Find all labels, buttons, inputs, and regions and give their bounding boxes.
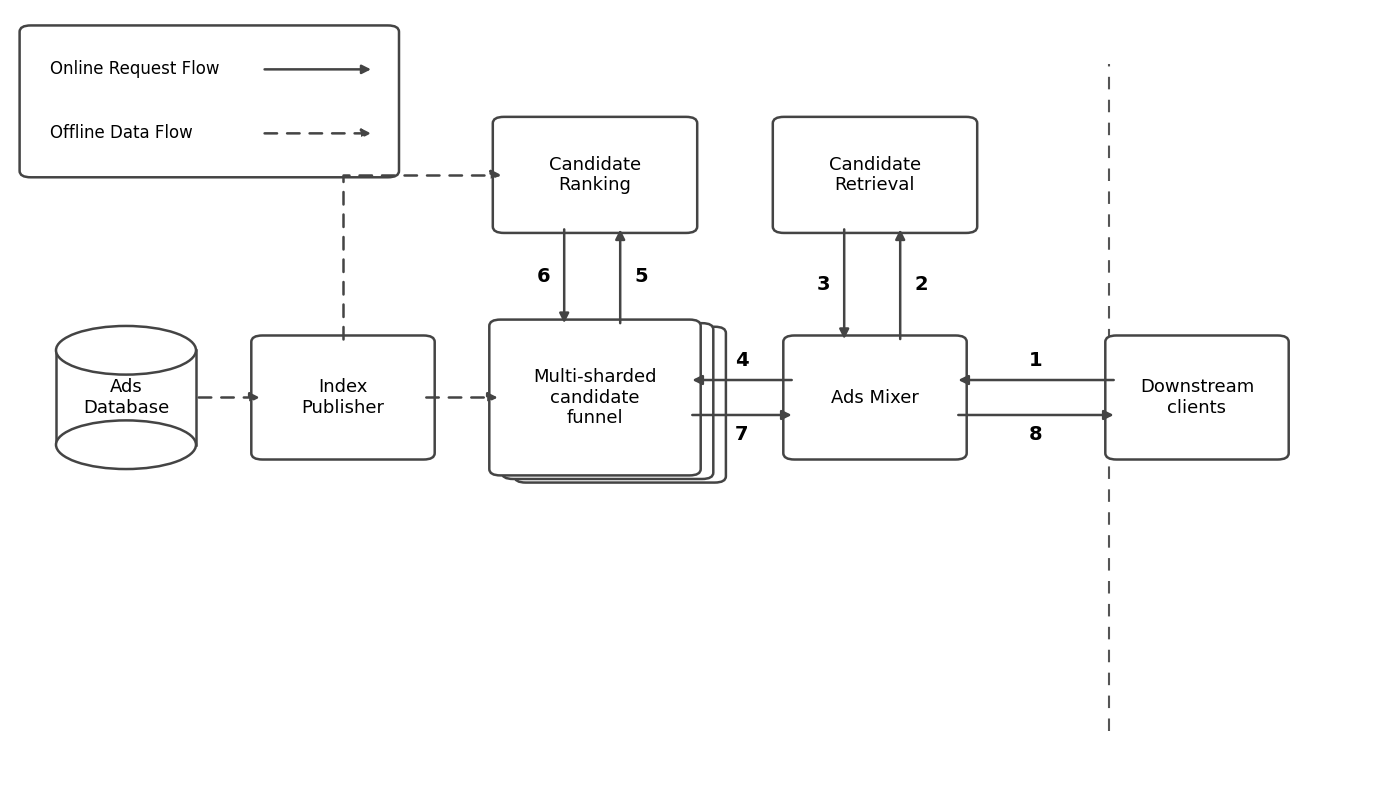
FancyArrowPatch shape	[616, 232, 624, 324]
Text: Candidate
Retrieval: Candidate Retrieval	[829, 156, 921, 194]
Text: 6: 6	[536, 267, 550, 285]
FancyArrowPatch shape	[960, 376, 1114, 384]
FancyBboxPatch shape	[773, 117, 977, 233]
FancyArrowPatch shape	[896, 232, 904, 339]
FancyArrowPatch shape	[694, 376, 792, 384]
Text: Index
Publisher: Index Publisher	[301, 378, 385, 417]
Text: 7: 7	[735, 425, 749, 444]
FancyArrowPatch shape	[560, 229, 568, 320]
FancyBboxPatch shape	[252, 335, 434, 460]
Text: Ads
Database: Ads Database	[83, 378, 169, 417]
Text: 1: 1	[1029, 351, 1043, 370]
FancyArrowPatch shape	[958, 411, 1112, 419]
Text: 3: 3	[816, 275, 830, 293]
FancyBboxPatch shape	[501, 324, 714, 479]
FancyBboxPatch shape	[493, 117, 697, 233]
FancyArrowPatch shape	[199, 394, 258, 401]
FancyBboxPatch shape	[784, 335, 966, 460]
Text: 2: 2	[914, 275, 928, 293]
Text: Candidate
Ranking: Candidate Ranking	[549, 156, 641, 194]
FancyBboxPatch shape	[515, 327, 725, 483]
Ellipse shape	[56, 326, 196, 374]
Text: 5: 5	[634, 267, 648, 285]
Text: Multi-sharded
candidate
funnel: Multi-sharded candidate funnel	[533, 368, 657, 427]
Bar	[56, 351, 196, 444]
FancyArrowPatch shape	[426, 394, 496, 401]
FancyArrowPatch shape	[840, 229, 848, 336]
FancyBboxPatch shape	[490, 320, 700, 475]
Ellipse shape	[56, 421, 196, 469]
Text: 4: 4	[735, 351, 749, 370]
Text: Offline Data Flow: Offline Data Flow	[50, 124, 193, 142]
FancyBboxPatch shape	[1106, 335, 1288, 460]
Text: Online Request Flow: Online Request Flow	[50, 60, 220, 79]
FancyArrowPatch shape	[692, 411, 790, 419]
FancyBboxPatch shape	[20, 25, 399, 177]
Text: 8: 8	[1029, 425, 1043, 444]
Text: Ads Mixer: Ads Mixer	[832, 389, 918, 406]
Text: Downstream
clients: Downstream clients	[1140, 378, 1254, 417]
